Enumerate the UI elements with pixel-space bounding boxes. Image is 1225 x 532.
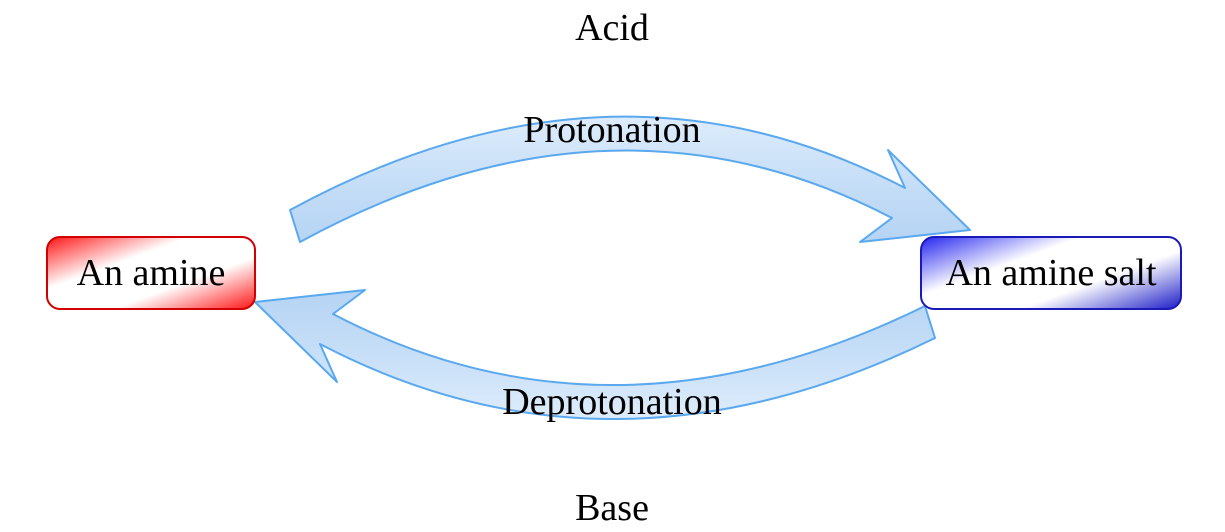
label-base: Base bbox=[575, 486, 649, 530]
node-amine-salt: An amine salt bbox=[920, 236, 1182, 310]
node-amine-label: An amine bbox=[77, 251, 226, 295]
label-deprotonation: Deprotonation bbox=[502, 380, 722, 424]
node-amine: An amine bbox=[46, 236, 256, 310]
label-protonation: Protonation bbox=[523, 108, 700, 152]
label-acid: Acid bbox=[575, 6, 649, 50]
node-amine-salt-label: An amine salt bbox=[945, 251, 1156, 295]
diagram-stage: An amine An amine salt Acid Protonation … bbox=[0, 0, 1225, 532]
